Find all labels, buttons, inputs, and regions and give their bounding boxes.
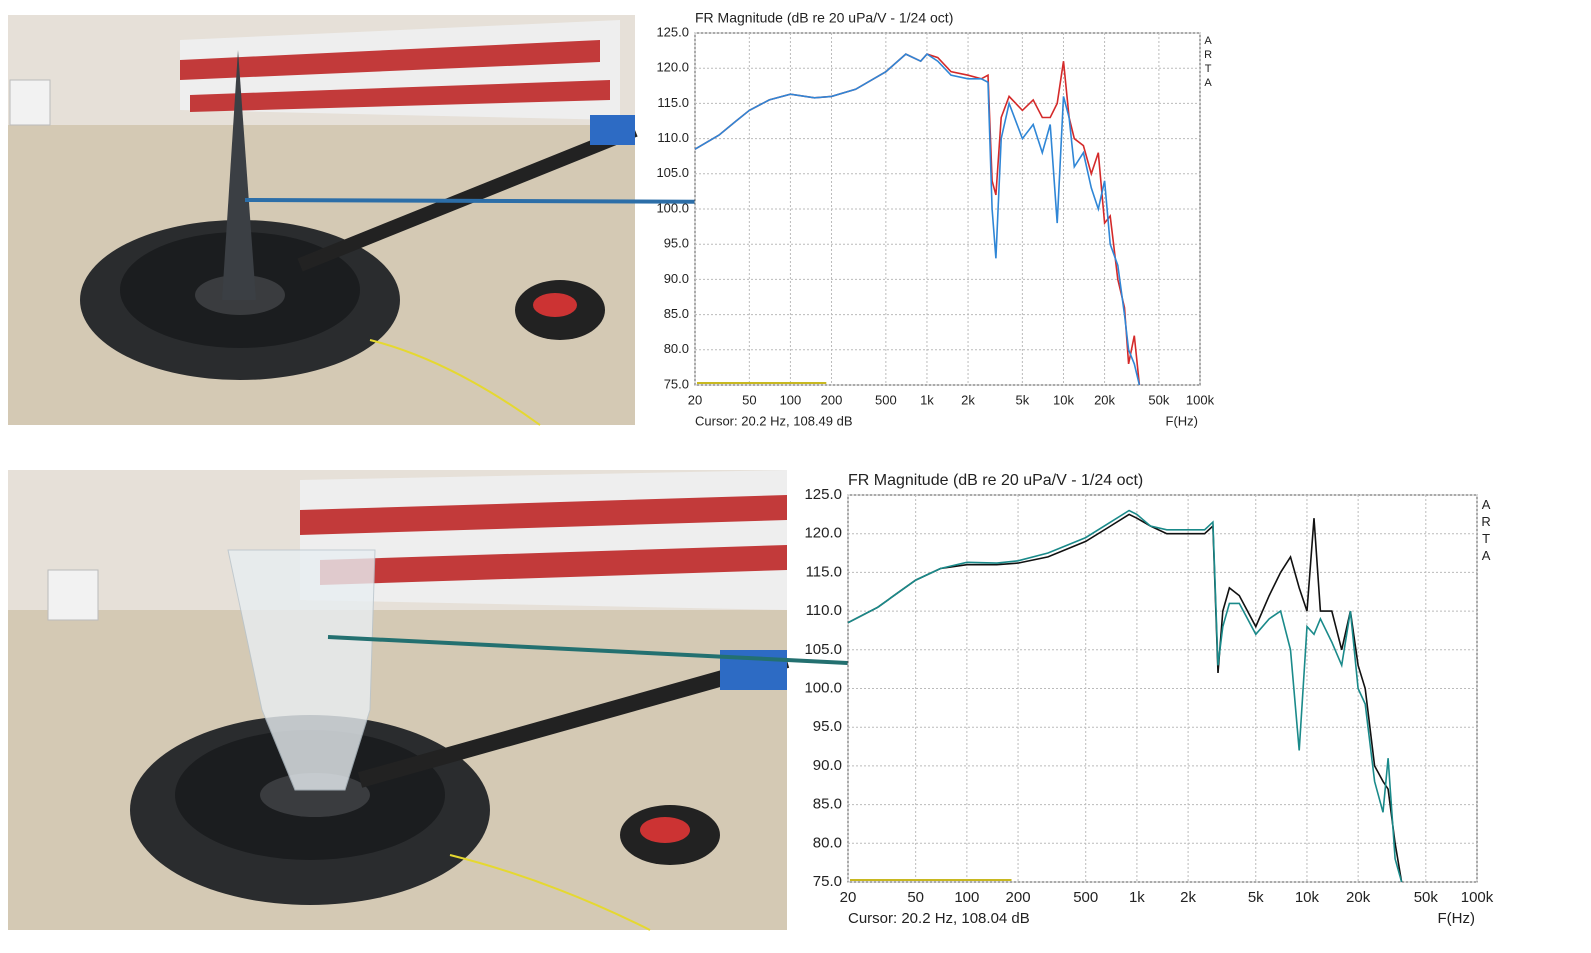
x-tick-label: 2k bbox=[961, 392, 975, 407]
x-tick-label: 10k bbox=[1053, 392, 1074, 407]
chart-title: FR Magnitude (dB re 20 uPa/V - 1/24 oct) bbox=[695, 10, 953, 26]
x-tick-label: 5k bbox=[1016, 392, 1030, 407]
x-tick-label: 500 bbox=[875, 392, 897, 407]
chart-title: FR Magnitude (dB re 20 uPa/V - 1/24 oct) bbox=[848, 472, 1143, 489]
x-tick-label: 20 bbox=[688, 392, 702, 407]
cursor-readout: Cursor: 20.2 Hz, 108.04 dB bbox=[848, 910, 1030, 927]
x-tick-label: 20k bbox=[1094, 392, 1115, 407]
chart: 75.0 80.0 85.0 90.0 95.0 100.0 105.0 110.0 115.0… bbox=[656, 10, 1214, 429]
x-tick-label: 200 bbox=[1006, 889, 1031, 906]
y-tick-label: 90.0 bbox=[813, 757, 842, 774]
x-tick-label: 5k bbox=[1248, 889, 1264, 906]
x-tick-label: 500 bbox=[1073, 889, 1098, 906]
x-tick-label: 20k bbox=[1346, 889, 1371, 906]
x-tick-label: 1k bbox=[1129, 889, 1145, 906]
brand-label: ARTA bbox=[1202, 35, 1214, 91]
x-tick-label: 50 bbox=[742, 392, 756, 407]
series-line bbox=[847, 509, 1403, 883]
x-tick-label: 50k bbox=[1414, 889, 1439, 906]
y-tick-label: 120.0 bbox=[804, 525, 842, 542]
y-tick-label: 95.0 bbox=[664, 236, 689, 251]
x-tick-label: 50k bbox=[1148, 392, 1169, 407]
y-tick-label: 115.0 bbox=[657, 95, 689, 110]
x-tick-label: 100 bbox=[954, 889, 979, 906]
y-tick-label: 85.0 bbox=[664, 306, 689, 321]
y-tick-label: 80.0 bbox=[664, 341, 689, 356]
x-tick-label: 100 bbox=[780, 392, 802, 407]
y-tick-label: 110.0 bbox=[657, 130, 689, 145]
y-tick-label: 105.0 bbox=[656, 165, 689, 180]
y-tick-label: 110.0 bbox=[806, 602, 842, 619]
y-tick-label: 125.0 bbox=[656, 24, 689, 39]
plot-area bbox=[847, 494, 1478, 883]
series-line bbox=[694, 53, 1141, 386]
y-tick-label: 90.0 bbox=[664, 271, 689, 286]
x-tick-label: 1k bbox=[920, 392, 934, 407]
y-tick-label: 95.0 bbox=[813, 718, 842, 735]
y-tick-label: 125.0 bbox=[804, 486, 842, 503]
x-tick-label: 100k bbox=[1461, 889, 1494, 906]
y-tick-label: 100.0 bbox=[804, 679, 842, 696]
y-tick-label: 75.0 bbox=[813, 873, 842, 890]
photo-top bbox=[8, 15, 638, 426]
y-tick-label: 105.0 bbox=[804, 641, 842, 658]
x-tick-label: 10k bbox=[1295, 889, 1320, 906]
x-tick-label: 50 bbox=[907, 889, 924, 906]
photo-bottom bbox=[8, 470, 790, 931]
y-tick-label: 85.0 bbox=[813, 796, 842, 813]
y-tick-label: 80.0 bbox=[813, 834, 842, 851]
chart: 75.0 80.0 85.0 90.0 95.0 100.0 105.0 110.0 115.0… bbox=[804, 472, 1493, 927]
x-tick-label: 2k bbox=[1180, 889, 1196, 906]
cursor-readout: Cursor: 20.2 Hz, 108.49 dB bbox=[695, 413, 853, 428]
y-tick-label: 120.0 bbox=[656, 60, 689, 75]
x-tick-label: 200 bbox=[821, 392, 843, 407]
x-tick-label: 20 bbox=[840, 889, 857, 906]
y-tick-label: 100.0 bbox=[656, 200, 689, 215]
x-tick-label: 100k bbox=[1186, 392, 1215, 407]
brand-label: ARTA bbox=[1479, 497, 1494, 565]
x-axis-label: F(Hz) bbox=[1166, 413, 1199, 428]
series-line bbox=[847, 513, 1403, 883]
y-tick-label: 115.0 bbox=[806, 563, 842, 580]
x-axis-label: F(Hz) bbox=[1438, 910, 1476, 927]
y-tick-label: 75.0 bbox=[664, 376, 689, 391]
